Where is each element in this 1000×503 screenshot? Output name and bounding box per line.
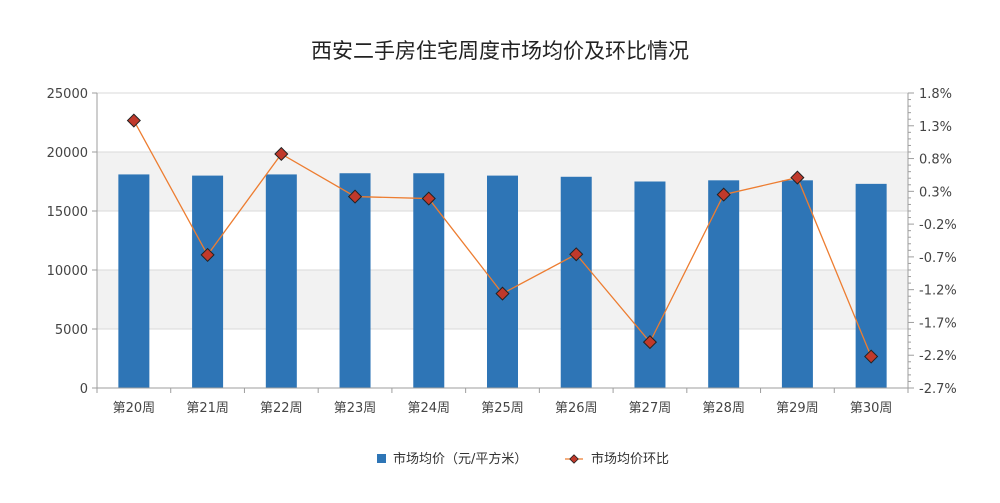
left-tick-label: 10000 <box>47 264 88 279</box>
right-tick-label: 0.3% <box>919 185 952 200</box>
x-tick-label: 第29周 <box>776 401 819 416</box>
line-point <box>864 349 879 364</box>
left-tick-label: 5000 <box>55 323 88 338</box>
x-tick-label: 第26周 <box>555 401 598 416</box>
left-tick-label: 25000 <box>47 87 88 102</box>
line-point <box>421 191 436 206</box>
right-tick-label: -2.7% <box>919 382 957 397</box>
right-tick-label: -1.2% <box>919 284 957 299</box>
x-tick-label: 第21周 <box>186 401 229 416</box>
legend-line-label: 市场均价环比 <box>591 451 669 467</box>
legend-line-marker <box>569 454 579 464</box>
x-tick-label: 第27周 <box>629 401 672 416</box>
left-tick-label: 0 <box>80 382 88 397</box>
line-point <box>274 146 289 162</box>
x-tick-label: 第30周 <box>850 401 893 416</box>
right-tick-label: -1.7% <box>919 316 957 331</box>
bar <box>781 180 813 388</box>
right-tick-label: 1.8% <box>919 87 952 102</box>
right-tick-label: -0.7% <box>919 251 957 266</box>
line-series <box>126 113 879 364</box>
bar <box>560 176 592 388</box>
x-tick-label: 第22周 <box>260 401 303 416</box>
left-tick-label: 15000 <box>47 205 88 220</box>
bar <box>192 175 224 388</box>
legend: 市场均价（元/平方米） 市场均价环比 <box>377 451 669 467</box>
line-point <box>642 335 658 350</box>
axes: 25000 20000 15000 10000 5000 0 1.8% 1.3% 0.8% 0.3… <box>47 87 957 416</box>
line-point <box>126 113 141 128</box>
left-tick-label: 20000 <box>47 146 88 161</box>
bar <box>265 174 297 388</box>
line-point <box>569 247 584 262</box>
line-point <box>716 187 731 202</box>
line-point <box>347 189 363 204</box>
right-tick-label: 1.3% <box>919 120 952 135</box>
bar <box>634 181 666 388</box>
right-tick-label: -2.2% <box>919 349 957 364</box>
x-tick-label: 第20周 <box>113 401 156 416</box>
legend-bar-swatch <box>377 454 386 463</box>
right-tick-label: 0.8% <box>919 153 952 168</box>
line-point <box>200 247 215 262</box>
bar-series <box>118 173 887 388</box>
bar <box>339 173 371 388</box>
x-tick-label: 第28周 <box>702 401 745 416</box>
x-tick-label: 第25周 <box>481 401 524 416</box>
chart-title: 西安二手房住宅周度市场均价及环比情况 <box>311 39 689 63</box>
right-tick-label: -0.2% <box>919 218 957 233</box>
legend-bar-label: 市场均价（元/平方米） <box>393 451 527 467</box>
line-point <box>495 286 510 301</box>
x-tick-label: 第24周 <box>407 401 450 416</box>
line-point <box>790 170 805 185</box>
x-tick-label: 第23周 <box>334 401 377 416</box>
bar <box>118 174 150 388</box>
bar <box>487 175 518 388</box>
bar <box>413 173 445 388</box>
bar <box>708 180 740 388</box>
